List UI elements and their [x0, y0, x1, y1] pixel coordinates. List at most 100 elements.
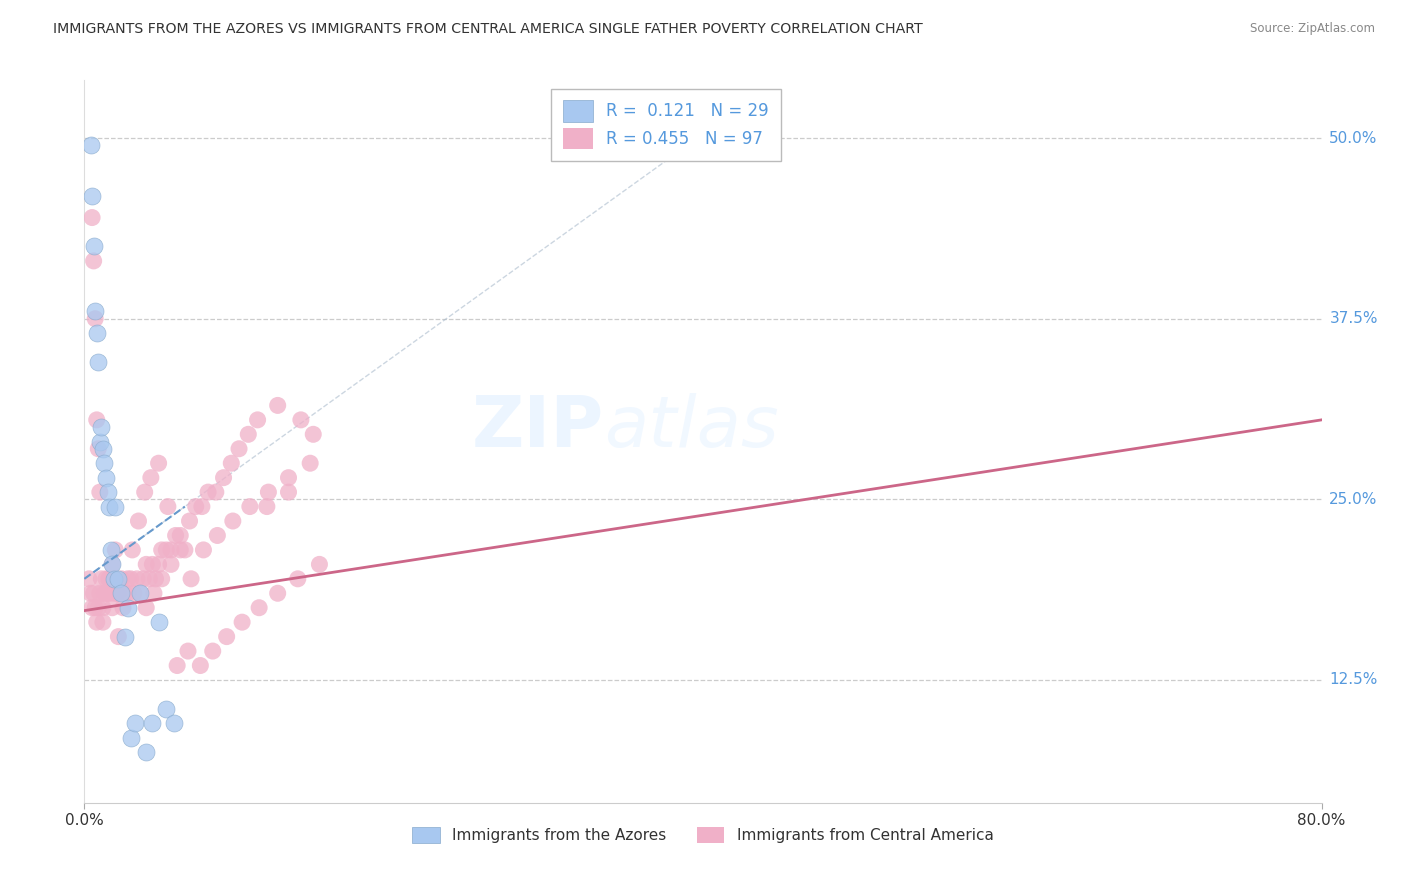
Point	[104, 500, 127, 514]
Point	[141, 558, 163, 572]
Point	[121, 542, 143, 557]
Point	[124, 716, 146, 731]
Point	[165, 528, 187, 542]
Point	[148, 558, 170, 572]
Point	[169, 542, 191, 557]
Point	[212, 470, 235, 484]
Point	[98, 500, 121, 514]
Point	[89, 485, 111, 500]
Point	[129, 586, 152, 600]
Point	[94, 470, 117, 484]
Point	[308, 558, 330, 572]
Point	[256, 500, 278, 514]
Point	[135, 600, 157, 615]
Point	[193, 542, 215, 557]
Point	[104, 586, 127, 600]
Point	[267, 586, 290, 600]
Point	[87, 355, 110, 369]
Legend: Immigrants from the Azores, Immigrants from Central America: Immigrants from the Azores, Immigrants f…	[406, 822, 1000, 849]
Point	[100, 586, 122, 600]
Point	[197, 485, 219, 500]
Point	[117, 572, 139, 586]
Point	[83, 254, 105, 268]
Point	[155, 542, 177, 557]
Point	[239, 500, 262, 514]
Point	[107, 630, 129, 644]
Point	[231, 615, 253, 630]
Point	[238, 427, 260, 442]
Point	[117, 586, 139, 600]
Point	[82, 211, 104, 225]
Point	[107, 586, 129, 600]
Point	[86, 326, 108, 341]
Point	[257, 485, 280, 500]
Point	[150, 542, 173, 557]
Point	[105, 586, 128, 600]
Point	[287, 572, 309, 586]
Point	[138, 572, 160, 586]
Point	[93, 586, 115, 600]
Point	[290, 413, 312, 427]
Point	[160, 558, 183, 572]
Text: atlas: atlas	[605, 392, 779, 461]
Point	[114, 586, 136, 600]
Point	[277, 470, 299, 484]
Point	[84, 311, 107, 326]
Point	[114, 630, 136, 644]
Point	[103, 572, 125, 586]
Point	[177, 644, 200, 658]
Point	[90, 572, 112, 586]
Point	[98, 572, 121, 586]
Point	[117, 600, 139, 615]
Point	[101, 600, 124, 615]
Point	[94, 586, 117, 600]
Text: 25.0%: 25.0%	[1329, 491, 1378, 507]
Point	[101, 558, 124, 572]
Point	[184, 500, 207, 514]
Point	[94, 572, 117, 586]
Point	[145, 572, 167, 586]
Point	[87, 442, 110, 456]
Point	[135, 745, 157, 759]
Point	[83, 239, 105, 253]
Point	[90, 420, 112, 434]
Point	[89, 434, 111, 449]
Point	[127, 514, 149, 528]
Point	[267, 398, 290, 412]
Point	[122, 586, 145, 600]
Point	[87, 600, 110, 615]
Point	[112, 600, 135, 615]
Point	[150, 572, 173, 586]
Point	[180, 572, 202, 586]
Point	[104, 542, 127, 557]
Text: 12.5%: 12.5%	[1329, 673, 1378, 688]
Point	[77, 572, 100, 586]
Point	[169, 528, 191, 542]
Point	[100, 542, 122, 557]
Point	[215, 630, 238, 644]
Point	[84, 600, 107, 615]
Text: 37.5%: 37.5%	[1329, 311, 1378, 326]
Point	[141, 716, 163, 731]
Point	[101, 558, 124, 572]
Point	[79, 586, 101, 600]
Point	[156, 500, 179, 514]
Point	[163, 716, 186, 731]
Point	[246, 413, 269, 427]
Point	[166, 658, 188, 673]
Point	[174, 542, 197, 557]
Point	[79, 138, 101, 153]
Point	[107, 572, 129, 586]
Point	[84, 304, 107, 318]
Point	[132, 572, 155, 586]
Point	[201, 644, 224, 658]
Point	[148, 615, 170, 630]
Point	[86, 615, 108, 630]
Point	[222, 514, 245, 528]
Point	[148, 456, 170, 470]
Point	[83, 586, 105, 600]
Point	[207, 528, 229, 542]
Point	[228, 442, 250, 456]
Point	[93, 456, 115, 470]
Point	[188, 658, 211, 673]
